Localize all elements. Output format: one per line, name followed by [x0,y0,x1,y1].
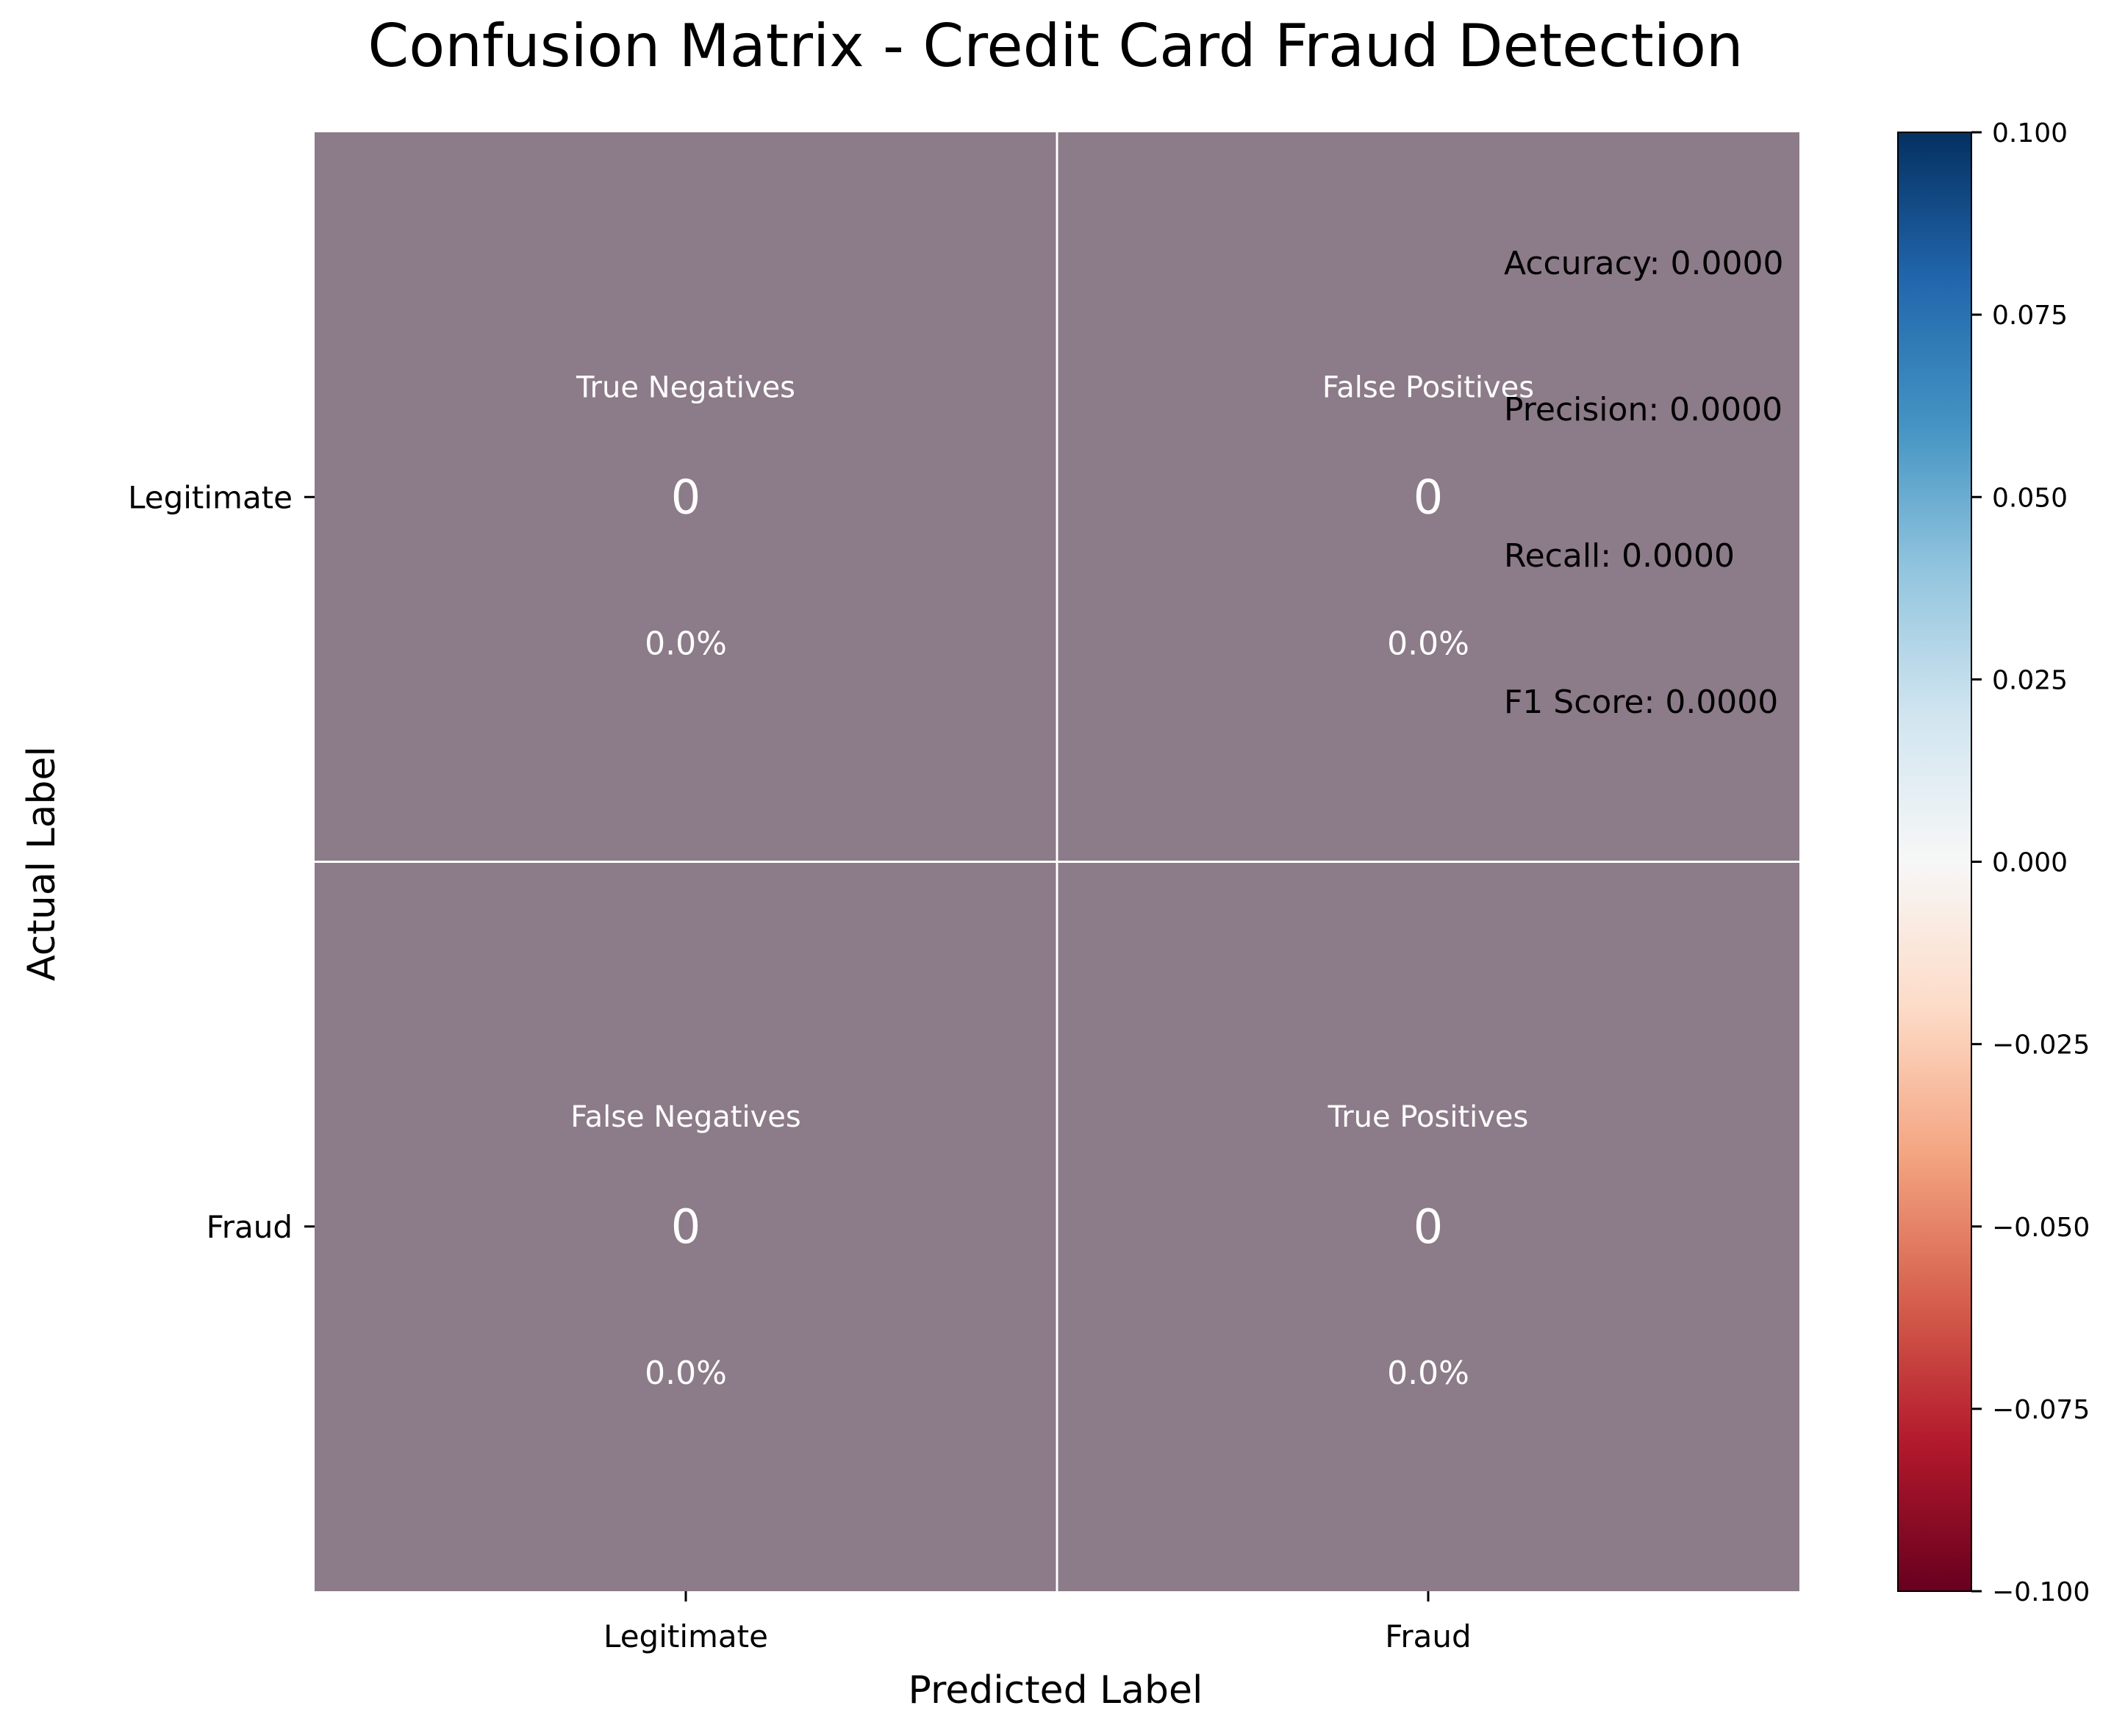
colorbar-tick-label: 0.025 [1992,665,2068,695]
colorbar-tick-label: −0.050 [1992,1213,2090,1243]
colorbar-tick-label: −0.100 [1992,1577,2090,1607]
x-tick-label: Fraud [1385,1618,1471,1654]
cell-category-label: True Positives [1327,1100,1529,1134]
cell-count-value: 0 [1413,1200,1444,1255]
cell-category-label: True Negatives [576,370,795,404]
colorbar-tick-label: 0.075 [1992,301,2068,331]
colorbar-gradient [1898,132,1971,1591]
heatmap-cells [315,132,1799,1591]
metric-text: F1 Score: 0.0000 [1504,684,1778,721]
y-axis-label: Actual Label [20,746,64,981]
metric-text: Recall: 0.0000 [1504,537,1735,575]
colorbar-tick-label: 0.100 [1992,118,2068,148]
cell-category-label: False Negatives [570,1100,800,1134]
cell-percent-value: 0.0% [645,1355,727,1392]
heatmap-cell-text: True Negatives 0 0.0% False Positives 0 0.0% F… [570,370,1534,1392]
chart-title: Confusion Matrix - Credit Card Fraud Det… [368,12,1743,80]
heatmap-cell [315,132,1057,862]
metrics-panel: Accuracy: 0.0000 Precision: 0.0000 Recall:… [1504,245,1783,721]
heatmap-cell [1057,132,1799,862]
y-tick-label: Legitimate [128,479,293,515]
y-axis: Legitimate Fraud [128,479,315,1245]
colorbar-tick-label: −0.025 [1992,1030,2090,1061]
heatmap-cell [1057,861,1799,1591]
cell-count-value: 0 [671,470,701,525]
colorbar-tick-label: 0.050 [1992,483,2068,513]
x-axis: Legitimate Fraud [603,1591,1472,1654]
metric-text: Accuracy: 0.0000 [1504,245,1783,282]
y-tick-label: Fraud [207,1209,293,1245]
heatmap-gridlines [315,132,1799,1591]
cell-count-value: 0 [671,1200,701,1255]
x-axis-label: Predicted Label [909,1668,1203,1712]
colorbar-tick-label: −0.075 [1992,1395,2090,1425]
cell-category-label: False Positives [1322,370,1534,404]
colorbar-tick-label: 0.000 [1992,848,2068,878]
cell-percent-value: 0.0% [645,625,727,662]
cell-percent-value: 0.0% [1387,1355,1469,1392]
x-tick-label: Legitimate [603,1618,768,1654]
cell-count-value: 0 [1413,470,1444,525]
heatmap-cell [315,861,1057,1591]
metric-text: Precision: 0.0000 [1504,391,1782,428]
cell-percent-value: 0.0% [1387,625,1469,662]
colorbar: 0.100 0.075 0.050 0.025 0.000 −0.025 −0.050 −0.… [1897,118,2090,1607]
